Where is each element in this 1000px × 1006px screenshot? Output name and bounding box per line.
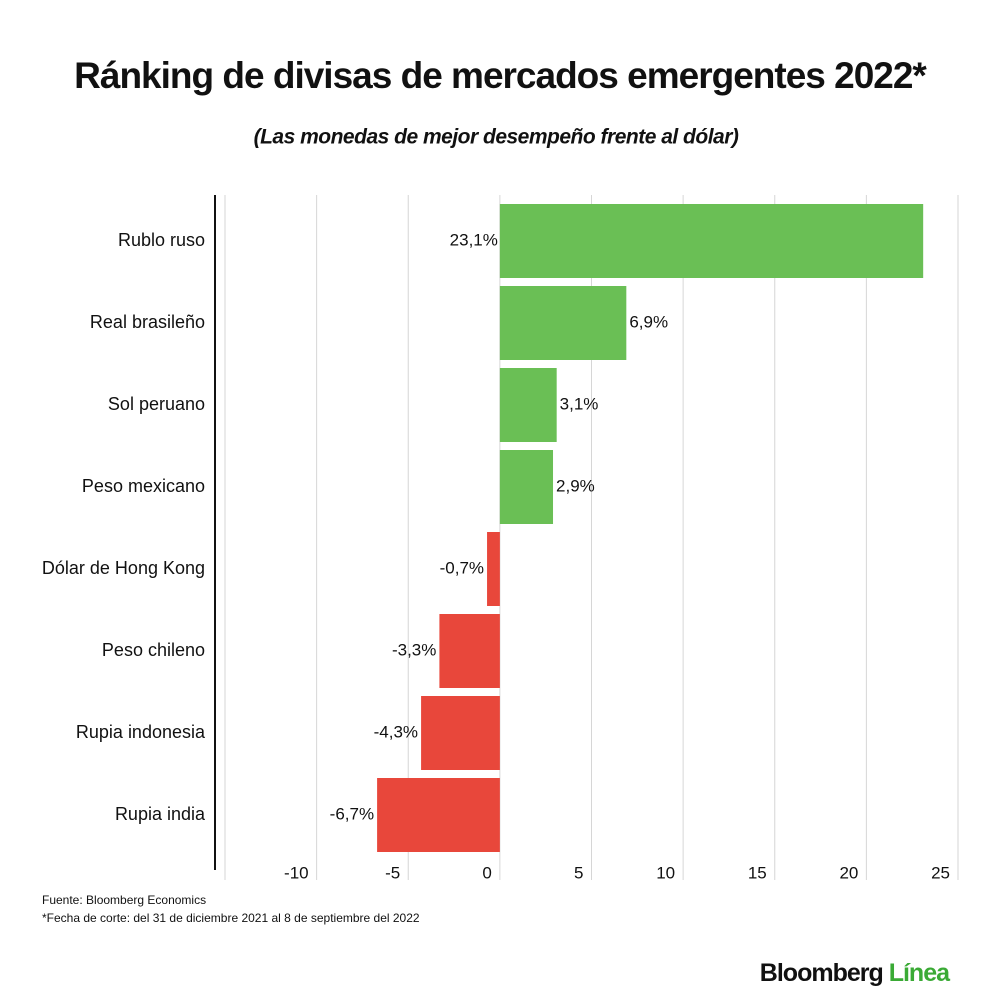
y-tick-label: Dólar de Hong Kong — [42, 558, 205, 578]
y-tick-label: Sol peruano — [108, 394, 205, 414]
source: Fuente: Bloomberg Economics — [42, 893, 206, 907]
y-tick-label: Rupia india — [115, 804, 206, 824]
bar — [487, 532, 500, 606]
logo: Bloomberg Línea — [760, 959, 951, 987]
value-label: 6,9% — [629, 312, 668, 331]
bar — [439, 614, 500, 688]
x-tick-label: 0 — [482, 863, 491, 882]
value-label: -6,7% — [330, 804, 374, 823]
y-tick-label: Rupia indonesia — [76, 722, 206, 742]
bar — [499, 286, 627, 360]
x-tick-label: 10 — [656, 863, 675, 882]
x-tick-label: 15 — [748, 863, 767, 882]
x-tick-label: 20 — [839, 863, 858, 882]
y-tick-label: Peso chileno — [102, 640, 205, 660]
x-tick-label: 5 — [574, 863, 583, 882]
chart-subtitle: (Las monedas de mejor desempeño frente a… — [254, 126, 739, 149]
bar — [499, 450, 554, 524]
value-label: 2,9% — [556, 476, 595, 495]
value-label: -4,3% — [374, 722, 418, 741]
note: *Fecha de corte: del 31 de diciembre 202… — [42, 911, 420, 925]
chart-title: Ránking de divisas de mercados emergente… — [74, 55, 927, 96]
x-tick-label: -5 — [385, 863, 400, 882]
value-label: 3,1% — [560, 394, 599, 413]
logo-bloomberg: Bloomberg — [760, 959, 883, 987]
logo-linea: Línea — [889, 959, 951, 987]
y-tick-label: Peso mexicano — [82, 476, 205, 496]
x-tick-label: 25 — [931, 863, 950, 882]
bar — [377, 778, 500, 852]
bar — [499, 204, 924, 278]
bar — [499, 368, 557, 442]
value-label: -0,7% — [440, 558, 484, 577]
value-label: -3,3% — [392, 640, 436, 659]
y-tick-label: Rublo ruso — [118, 230, 205, 250]
y-tick-label: Real brasileño — [90, 312, 205, 332]
bar — [421, 696, 500, 770]
value-label: 23,1% — [450, 230, 498, 249]
x-tick-label: -10 — [284, 863, 309, 882]
